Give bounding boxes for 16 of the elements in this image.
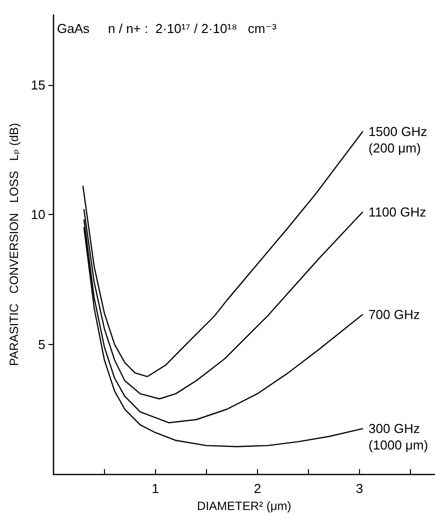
x-tick-label: 1 [152,481,160,496]
y-tick-label: 5 [38,336,46,352]
annotation: GaAs [57,21,90,36]
x-tick-label: 3 [356,481,364,496]
series-label: 1100 GHz [368,204,426,220]
series-label: 300 GHz [368,421,420,436]
x-axis-title: DIAMETER² (μm) [197,499,292,513]
x-tick-label: 2 [254,481,262,496]
y-tick-label: 15 [30,78,46,93]
annotation: (200 μm) [368,140,421,156]
y-axis-title: PARASITIC CONVERSION LOSS Lₚ (dB) [7,123,21,366]
y-tick-label: 10 [30,207,46,222]
annotation: n / n+ : 2·10¹⁷ / 2·10¹⁸ cm⁻³ [108,21,278,36]
series-label: 700 GHz [368,307,420,322]
annotation: (1000 μm) [368,438,428,453]
series-label: 1500 GHz [368,124,428,140]
